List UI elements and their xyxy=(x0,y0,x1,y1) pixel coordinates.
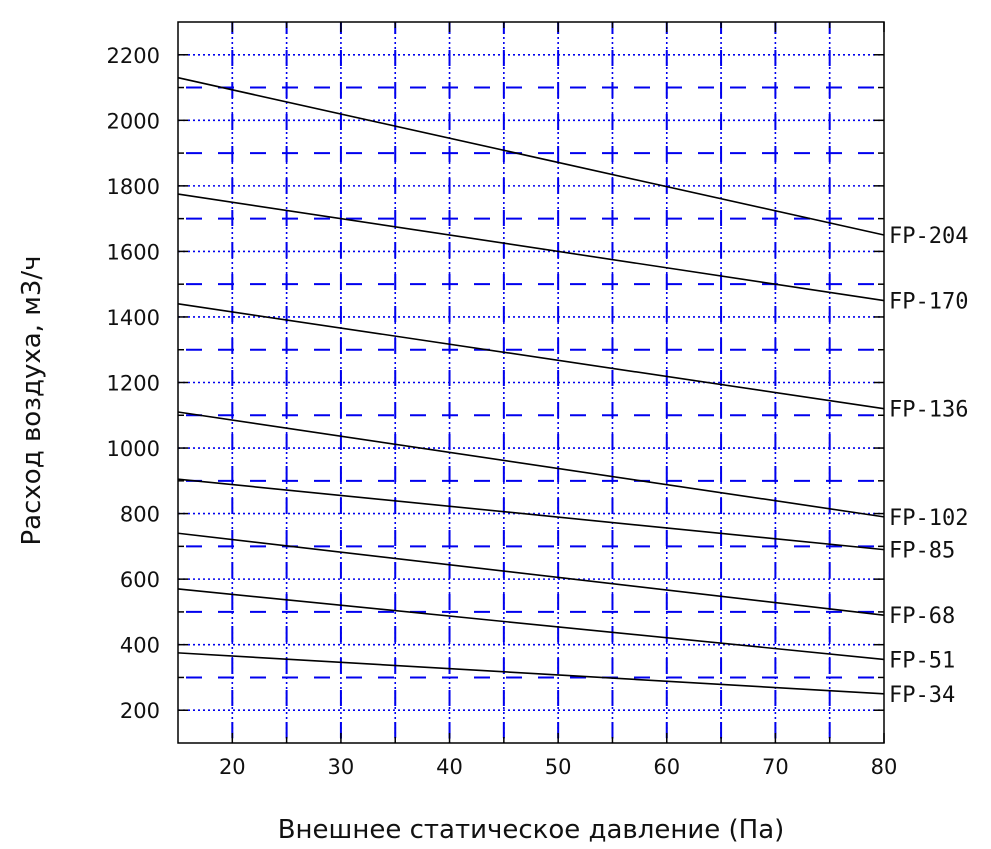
series-line xyxy=(177,76,885,236)
y-tick-label: 1200 xyxy=(107,372,160,396)
x-tick-label: 70 xyxy=(762,755,789,779)
x-tick-label: 60 xyxy=(653,755,680,779)
series-line xyxy=(177,411,885,518)
series-label: FP-85 xyxy=(889,539,955,564)
y-tick-label: 400 xyxy=(120,634,160,658)
series-line xyxy=(177,303,885,410)
y-tick-label: 1000 xyxy=(107,437,160,461)
y-tick-label: 600 xyxy=(120,568,160,592)
grid xyxy=(178,22,884,743)
y-tick-label: 2000 xyxy=(107,109,160,133)
series-label: FP-34 xyxy=(889,683,955,708)
series-label: FP-204 xyxy=(889,224,968,249)
series-label: FP-51 xyxy=(889,648,955,673)
series-line xyxy=(177,532,885,616)
series-label: FP-136 xyxy=(889,398,968,423)
y-tick-label: 1800 xyxy=(107,175,160,199)
y-tick-label: 1600 xyxy=(107,240,160,264)
y-tick-labels: 200 400 600 800 1000 1200 1400 1600 1800 2000 2200 xyxy=(107,44,160,723)
series-line xyxy=(177,193,885,302)
x-axis-title: Внешнее статическое давление (Па) xyxy=(278,815,785,845)
x-tick-label: 50 xyxy=(545,755,572,779)
y-axis-title: Расход воздуха, м3/ч xyxy=(17,256,47,546)
series-label: FP-68 xyxy=(889,604,955,629)
x-tick-label: 40 xyxy=(436,755,463,779)
x-tick-label: 80 xyxy=(871,755,898,779)
axis-ticks xyxy=(178,22,885,743)
y-tick-label: 200 xyxy=(120,699,160,723)
series-label: FP-102 xyxy=(889,506,968,531)
y-tick-label: 800 xyxy=(120,503,160,527)
y-tick-label: 2200 xyxy=(107,44,160,68)
series-line xyxy=(177,652,885,695)
series-labels: FP-204 FP-170 FP-136 FP-102 FP-85 FP-68 FP-51 F… xyxy=(889,224,968,708)
y-tick-label: 1400 xyxy=(107,306,160,330)
x-tick-labels: 20 30 40 50 60 70 80 xyxy=(219,755,897,779)
series-lines xyxy=(177,76,885,695)
x-tick-label: 20 xyxy=(219,755,246,779)
series-line xyxy=(177,588,885,661)
x-tick-label: 30 xyxy=(328,755,355,779)
series-line xyxy=(177,478,885,551)
series-label: FP-170 xyxy=(889,290,968,315)
